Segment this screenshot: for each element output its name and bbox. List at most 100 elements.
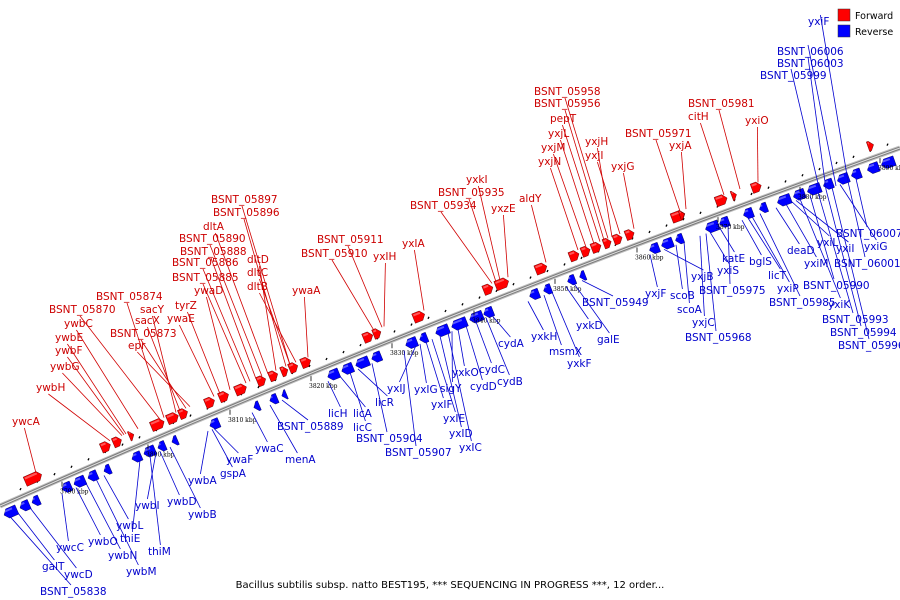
backbone-dash xyxy=(87,458,90,461)
leader-line xyxy=(440,211,493,284)
reverse-gene-block xyxy=(131,450,144,463)
forward-gene-block xyxy=(533,262,548,276)
leader-line xyxy=(209,244,263,377)
leader-line xyxy=(304,296,309,358)
forward-gene-block xyxy=(567,250,580,263)
reverse-gene-label-mena: menA xyxy=(285,454,316,466)
backbone-dash xyxy=(19,487,22,491)
scale-tick-label: 3820 kbp xyxy=(309,383,338,390)
forward-gene-label-epr: epr xyxy=(128,340,146,352)
leader-line xyxy=(75,487,101,536)
backbone-dash xyxy=(580,256,583,260)
reverse-gene-label-cyda: cydA xyxy=(498,338,525,350)
reverse-gene-label-bsnt-06007: BSNT_06007 xyxy=(836,228,900,240)
scale-tick-label: 3810 kbp xyxy=(228,417,257,424)
scale-tick-label: 3850 kbp xyxy=(553,286,582,293)
reverse-gene-block xyxy=(435,323,451,337)
leader-line xyxy=(202,268,251,382)
reverse-gene-block xyxy=(371,350,384,363)
leader-line xyxy=(383,262,386,327)
leader-line xyxy=(531,204,547,263)
backbone-dash xyxy=(308,364,311,368)
reverse-gene-label-bsnt-05994: BSNT_05994 xyxy=(830,327,897,339)
reverse-gene-label-ywac: ywaC xyxy=(255,443,284,455)
forward-gene-label-yxia: yxIA xyxy=(402,238,426,250)
reverse-gene-block xyxy=(209,417,222,430)
forward-gene-label-bsnt-05934: BSNT_05934 xyxy=(410,200,477,212)
forward-gene-block xyxy=(111,436,122,449)
reverse-gene-label-yxii: yxiI xyxy=(836,243,854,255)
reverse-gene-block xyxy=(880,155,897,169)
forward-gene-block xyxy=(127,431,135,442)
leader-line xyxy=(757,126,759,183)
leader-line xyxy=(847,181,866,258)
forward-gene-label-ywbc: ywbC xyxy=(64,318,93,330)
forward-gene-block xyxy=(493,277,509,292)
reverse-gene-label-yxij: yxIJ xyxy=(387,383,406,395)
reverse-gene-label-yxic: yxIC xyxy=(459,442,482,454)
backbone-dash xyxy=(648,230,651,234)
leader-line xyxy=(550,167,579,251)
reverse-gene-label-yxig: yxiG xyxy=(864,241,887,253)
leader-line xyxy=(414,249,425,311)
leader-line xyxy=(543,295,562,346)
forward-gene-block xyxy=(98,441,111,454)
forward-gene-label-ywae: ywaE xyxy=(167,313,195,325)
leader-line xyxy=(62,372,123,436)
forward-gene-label-cith: citH xyxy=(688,111,709,123)
reverse-gene-label-msmx: msmX xyxy=(549,346,582,358)
forward-gene-label-yxki: yxkI xyxy=(466,174,488,186)
reverse-gene-block xyxy=(327,367,342,381)
leader-line xyxy=(67,343,127,435)
reverse-gene-label-ywbl: ywbL xyxy=(116,520,143,532)
forward-gene-block xyxy=(749,181,762,194)
forward-gene-label-yxjh: yxjH xyxy=(585,136,608,148)
backbone-dash xyxy=(257,385,260,389)
forward-gene-label-ywbe: ywbE xyxy=(55,332,83,344)
reverse-gene-label-lich: licH xyxy=(328,408,348,420)
forward-gene-label-bsnt-05873: BSNT_05873 xyxy=(110,328,177,340)
reverse-gene-label-licr: licR xyxy=(375,397,394,409)
reverse-gene-label-gale: galE xyxy=(597,334,620,346)
backbone-dash xyxy=(342,350,345,354)
backbone-dash xyxy=(393,330,396,333)
leader-line xyxy=(419,343,427,384)
leader-line xyxy=(331,259,375,331)
leader-line xyxy=(581,280,614,297)
leader-line xyxy=(564,109,605,241)
forward-gene-label-dltc: dltC xyxy=(247,267,268,279)
reverse-gene-label-bsnt-05996: BSNT_05996 xyxy=(838,340,900,352)
backbone-dash xyxy=(835,161,838,165)
forward-gene-label-bsnt-05956: BSNT_05956 xyxy=(534,98,601,110)
reverse-gene-block xyxy=(792,187,807,201)
reverse-gene-label-yxko: yxkO xyxy=(452,367,479,379)
leader-line xyxy=(785,203,817,258)
reverse-gene-block xyxy=(567,273,578,286)
forward-gene-label-tyrz: tyrZ xyxy=(175,300,197,312)
leader-line xyxy=(675,244,683,290)
forward-gene-block xyxy=(579,246,591,258)
leader-line xyxy=(149,455,161,546)
backbone-dash xyxy=(563,263,566,266)
leader-line xyxy=(269,404,298,454)
leader-line xyxy=(709,231,730,265)
forward-gene-block xyxy=(411,310,425,324)
backbone-dash xyxy=(359,343,362,347)
leader-line xyxy=(76,329,139,429)
forward-gene-block xyxy=(481,283,494,296)
legend: Forward Reverse xyxy=(837,8,893,38)
leader-line xyxy=(187,311,221,395)
leader-line xyxy=(281,399,309,421)
reverse-gene-block xyxy=(743,206,755,219)
leader-line xyxy=(799,198,841,299)
reverse-gene-block xyxy=(777,193,793,207)
leader-line xyxy=(140,339,187,409)
reverse-gene-label-bsnt-05993: BSNT_05993 xyxy=(822,314,889,326)
forward-gene-label-bsnt-05935: BSNT_05935 xyxy=(438,187,505,199)
backbone-dash xyxy=(546,269,549,273)
reverse-gene-label-cydc: cydC xyxy=(479,364,505,376)
leader-line xyxy=(503,214,509,278)
leader-line xyxy=(597,161,621,235)
reverse-gene-block xyxy=(73,474,88,488)
